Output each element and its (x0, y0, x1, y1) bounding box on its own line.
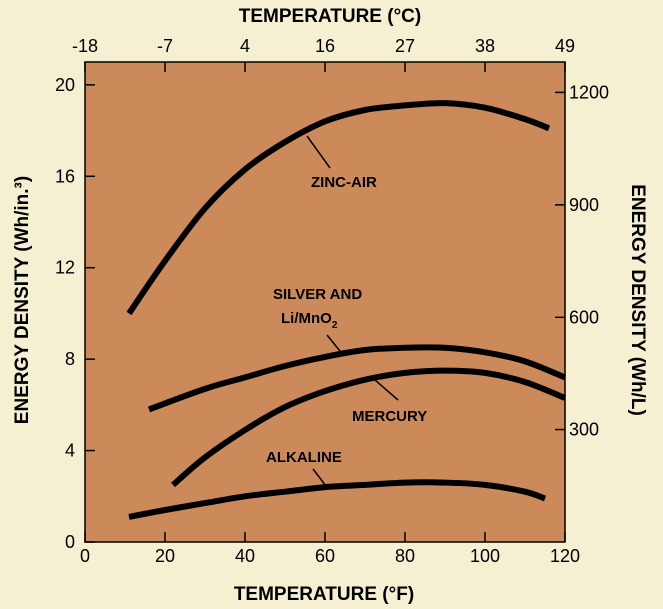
top-axis: -18 -7 4 16 27 38 49 (72, 36, 575, 72)
left-tick-label: 4 (65, 441, 75, 461)
mercury-line (171, 367, 567, 488)
alkaline-leader (312, 468, 327, 487)
right-axis: 300 600 900 1200 (555, 82, 609, 440)
plot-area (84, 61, 566, 543)
mercury-label: MERCURY (352, 408, 427, 425)
top-tick-label: -7 (157, 36, 173, 56)
top-tick-label: 38 (475, 36, 495, 56)
silver-and-li-mno2-line (147, 344, 567, 413)
bottom-tick-label: 60 (315, 546, 335, 566)
top-axis-title: TEMPERATURE (°C) (239, 6, 421, 27)
left-tick-label: 0 (65, 532, 75, 552)
silver-leader (326, 334, 345, 357)
right-tick-label: 1200 (569, 82, 609, 102)
silver-label-line1: SILVER AND (273, 286, 362, 303)
alkaline-line (128, 479, 547, 520)
zinc-air-label: ZINC-AIR (311, 174, 377, 191)
right-tick-label: 600 (569, 307, 599, 327)
left-tick-label: 8 (65, 349, 75, 369)
alkaline-label: ALKALINE (266, 449, 342, 466)
series-lines (126, 100, 567, 520)
right-axis-title: ENERGY DENSITY (Wh/L) (627, 184, 648, 416)
top-tick-label: 16 (315, 36, 335, 56)
bottom-tick-label: 120 (550, 546, 580, 566)
zinc-air-leader (306, 135, 331, 169)
zinc-air-line (126, 100, 551, 316)
left-tick-label: 16 (55, 166, 75, 186)
bottom-axis: 0 20 40 60 80 100 120 (80, 532, 580, 566)
bottom-tick-label: 100 (470, 546, 500, 566)
right-tick-label: 900 (569, 195, 599, 215)
top-tick-label: -18 (72, 36, 98, 56)
top-tick-label: 49 (555, 36, 575, 56)
silver-label-main: Li/MnO (281, 310, 332, 327)
bottom-tick-label: 80 (395, 546, 415, 566)
bottom-tick-label: 20 (155, 546, 175, 566)
silver-label-line2: Li/MnO2 (281, 310, 338, 331)
left-tick-label: 20 (55, 75, 75, 95)
bottom-tick-label: 0 (80, 546, 90, 566)
bottom-tick-label: 40 (235, 546, 255, 566)
right-tick-label: 300 (569, 420, 599, 440)
bottom-axis-title: TEMPERATURE (°F) (234, 584, 414, 605)
left-tick-label: 12 (55, 258, 75, 278)
top-tick-label: 27 (395, 36, 415, 56)
silver-label-subscript: 2 (332, 320, 338, 331)
top-tick-label: 4 (240, 36, 250, 56)
left-axis: 0 4 8 12 16 20 (55, 75, 95, 552)
mercury-leader (374, 379, 399, 401)
left-axis-title: ENERGY DENSITY (Wh/in.³) (12, 176, 33, 424)
